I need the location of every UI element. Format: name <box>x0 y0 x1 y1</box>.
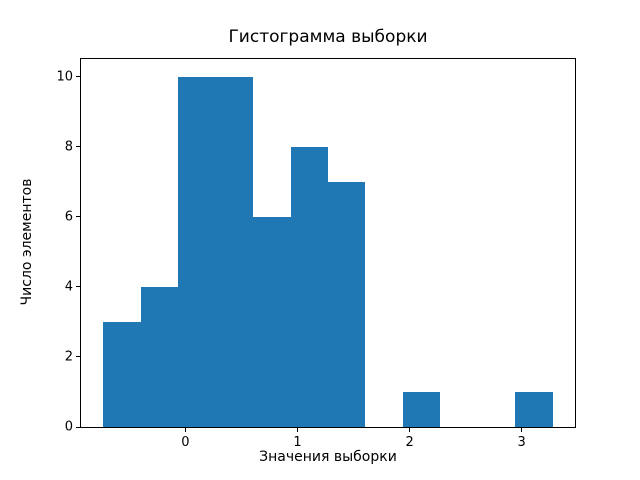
x-axis-label: Значения выборки <box>259 449 397 465</box>
y-tick-label: 10 <box>56 69 73 85</box>
chart-title: Гистограмма выборки <box>228 27 428 47</box>
x-tick-mark <box>521 428 523 432</box>
y-tick-mark <box>76 426 80 428</box>
x-tick-label: 0 <box>181 435 190 450</box>
x-tick-mark <box>409 428 411 432</box>
y-tick-label: 6 <box>64 209 73 225</box>
histogram-bar <box>290 146 328 427</box>
y-tick-mark <box>76 76 80 78</box>
y-tick-mark <box>76 146 80 148</box>
y-tick-label: 2 <box>64 349 73 365</box>
x-tick-label: 1 <box>293 435 302 450</box>
y-tick-mark <box>76 286 80 288</box>
x-tick-mark <box>184 428 186 432</box>
histogram-bar <box>253 216 291 427</box>
histogram-bar <box>402 391 441 427</box>
x-tick-mark <box>297 428 299 432</box>
plot-area: 0 1 2 3 0 2 4 6 8 10 <box>56 58 576 450</box>
histogram-bar <box>215 76 254 427</box>
y-tick-label: 4 <box>64 279 73 295</box>
histogram-bar <box>140 286 179 427</box>
y-tick-label: 8 <box>64 139 73 155</box>
histogram-bar <box>103 321 141 427</box>
histogram-bar <box>328 181 366 427</box>
histogram-bar <box>515 391 553 427</box>
y-tick-mark <box>76 216 80 218</box>
x-tick-label: 2 <box>405 435 414 450</box>
x-tick-label: 3 <box>517 435 526 450</box>
histogram-bar <box>178 76 216 427</box>
y-tick-label: 0 <box>64 419 73 435</box>
y-tick-mark <box>76 356 80 358</box>
y-axis-label: Число элементов <box>19 178 35 306</box>
